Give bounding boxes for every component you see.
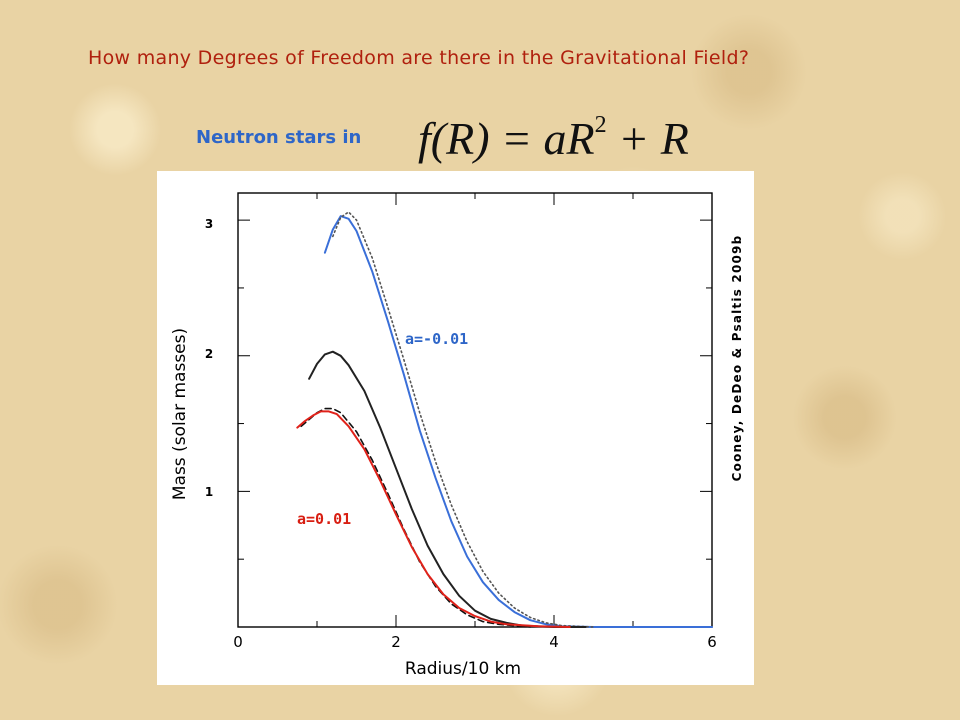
x-axis-title: Radius/10 km xyxy=(405,659,521,679)
slide-title: How many Degrees of Freedom are there in… xyxy=(88,47,750,69)
series-line-4 xyxy=(296,410,571,628)
y-axis-title: Mass (solar masses) xyxy=(170,328,190,500)
series-line-2 xyxy=(308,350,587,628)
x-tick-label: 2 xyxy=(391,633,401,651)
x-tick-label: 4 xyxy=(549,633,559,651)
y-tick-label: 3 xyxy=(205,217,213,231)
credit-text: Cooney, DeDeo & Psaltis 2009b xyxy=(730,235,744,482)
y-tick-label: 1 xyxy=(205,485,213,499)
chart-panel: 1 2 3 0 2 4 6 Radius/10 km Mass (solar m… xyxy=(157,171,754,685)
y-tick-label: 2 xyxy=(205,347,213,361)
plot-frame xyxy=(237,192,713,628)
formula-lhs: f(R) = aR xyxy=(418,113,595,164)
x-tick-label: 6 xyxy=(707,633,717,651)
subtitle: Neutron stars in xyxy=(196,127,362,148)
series-line-1 xyxy=(332,211,595,628)
formula: f(R) = aR2 + R xyxy=(418,112,689,165)
series-label-upper: a=-0.01 xyxy=(405,330,468,348)
mass-radius-chart: 1 2 3 0 2 4 6 Radius/10 km Mass (solar m… xyxy=(170,192,744,679)
formula-exponent: 2 xyxy=(594,112,607,138)
x-tick-label: 0 xyxy=(233,633,243,651)
series-label-lower: a=0.01 xyxy=(297,510,351,528)
series-line-0 xyxy=(323,215,713,628)
formula-rhs: + R xyxy=(618,113,689,164)
series-line-3 xyxy=(300,407,532,628)
